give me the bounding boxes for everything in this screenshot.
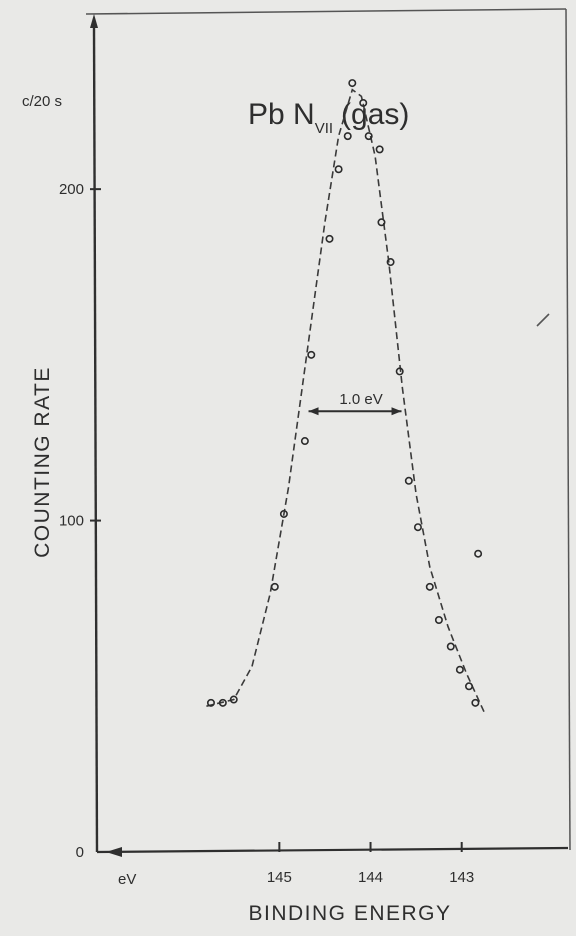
plot-frame-right <box>565 8 571 851</box>
data-point-17 <box>404 476 413 485</box>
data-point-21 <box>446 642 455 651</box>
data-point-13 <box>375 145 384 154</box>
data-point-18 <box>413 523 422 532</box>
data-point-2 <box>229 695 238 704</box>
y-axis <box>92 27 99 853</box>
y-unit-label: c/20 s <box>22 93 62 110</box>
y-axis-label: COUNTING RATE <box>31 366 54 558</box>
data-point-12 <box>364 132 373 141</box>
x-ticks: 145 144 143 <box>267 842 474 886</box>
chart-title-main: Pb N <box>248 98 315 131</box>
y-axis-arrow-icon <box>90 14 98 28</box>
fwhm-marker: 1.0 eV <box>308 391 402 416</box>
chart-title-suffix: (gas) <box>341 98 409 131</box>
fwhm-arrow-right-icon <box>391 407 402 416</box>
x-tick-label-143: 143 <box>449 869 474 886</box>
x-axis-arrow-icon <box>106 847 122 857</box>
chart-title: Pb NVII (gas) <box>248 98 409 137</box>
data-point-16 <box>395 367 404 376</box>
data-point-24 <box>471 698 480 707</box>
fwhm-arrow-left-icon <box>308 407 319 416</box>
x-tick-label-144: 144 <box>358 869 383 886</box>
data-points <box>206 79 483 707</box>
data-point-4 <box>279 509 288 518</box>
data-point-7 <box>325 234 334 243</box>
fit-curve <box>206 88 486 714</box>
data-point-20 <box>434 615 443 624</box>
y-ticks: 0 100 200 <box>59 181 101 861</box>
data-point-1 <box>218 698 227 707</box>
x-unit-label: eV <box>118 871 136 888</box>
data-point-6 <box>307 350 316 359</box>
data-point-5 <box>300 437 309 446</box>
data-point-22 <box>455 665 464 674</box>
data-point-14 <box>377 218 386 227</box>
scan-mark <box>536 313 550 327</box>
data-point-11 <box>359 98 368 107</box>
data-point-3 <box>270 582 279 591</box>
data-point-0 <box>206 698 215 707</box>
x-axis-label: BINDING ENERGY <box>248 902 451 925</box>
data-point-25 <box>474 549 483 558</box>
y-tick-label-100: 100 <box>59 513 84 530</box>
chart-title-subscript: VII <box>315 120 333 137</box>
data-point-9 <box>343 132 352 141</box>
data-point-10 <box>348 79 357 88</box>
y-tick-label-0: 0 <box>76 844 84 861</box>
y-tick-label-200: 200 <box>59 181 84 198</box>
plot-frame-top <box>85 8 567 15</box>
x-axis <box>96 846 569 854</box>
data-point-23 <box>464 682 473 691</box>
data-point-8 <box>334 165 343 174</box>
data-point-19 <box>425 582 434 591</box>
x-tick-label-145: 145 <box>267 869 292 886</box>
data-point-15 <box>386 258 395 267</box>
fwhm-label: 1.0 eV <box>339 391 382 408</box>
